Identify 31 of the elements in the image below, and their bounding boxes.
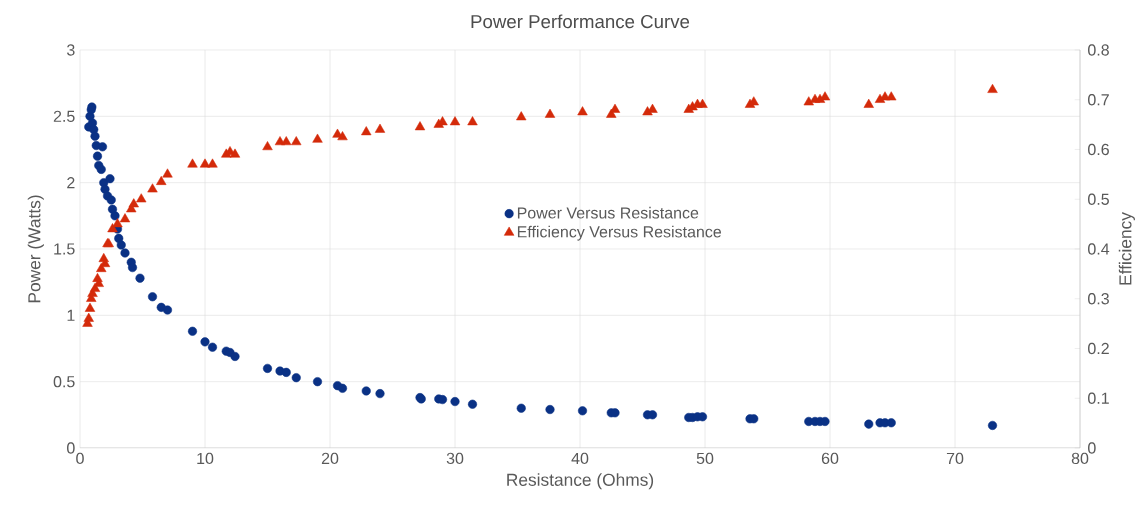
- x-tick-label: 20: [321, 452, 339, 465]
- x-tick-label: 10: [197, 452, 214, 465]
- legend-label: Power Versus Resistance: [517, 206, 699, 219]
- y2-tick-label: 0.8: [1088, 44, 1109, 56]
- x-tick-label: 40: [571, 452, 589, 465]
- y-tick-label: 0: [67, 442, 75, 454]
- y2-tick-label: 0: [1088, 442, 1096, 454]
- y2-tick-label: 0.3: [1088, 293, 1109, 305]
- legend-label: Efficiency Versus Resistance: [517, 225, 722, 241]
- y-tick-label: 2: [67, 177, 75, 189]
- x-tick-label: 50: [696, 452, 714, 465]
- y-tick-label: 1: [67, 309, 75, 321]
- x-tick-label: 30: [446, 452, 464, 465]
- x-tick-label: 0: [76, 452, 84, 465]
- y-tick-label: 1.5: [54, 243, 75, 255]
- y2-tick-label: 0.2: [1088, 342, 1109, 355]
- x-tick-label: 80: [1071, 452, 1089, 465]
- y-tick-label: 2.5: [53, 110, 75, 122]
- y-axis-title: Power (Watts): [27, 195, 44, 303]
- y-tick-label: 0.5: [53, 376, 75, 388]
- x-tick-label: 60: [821, 452, 839, 465]
- x-axis-title: Resistance (Ohms): [507, 473, 654, 490]
- y-tick-label: 3: [67, 44, 75, 56]
- y2-tick-label: 0.5: [1088, 193, 1109, 205]
- y2-axis-title: Efficiency: [1118, 212, 1135, 285]
- x-tick-label: 70: [946, 452, 964, 465]
- y2-tick-label: 0.4: [1088, 243, 1110, 255]
- y2-tick-label: 0.1: [1088, 392, 1109, 404]
- y2-tick-label: 0.7: [1088, 94, 1109, 106]
- chart-title: Power Performance Curve: [471, 14, 690, 29]
- y2-tick-label: 0.6: [1088, 143, 1109, 156]
